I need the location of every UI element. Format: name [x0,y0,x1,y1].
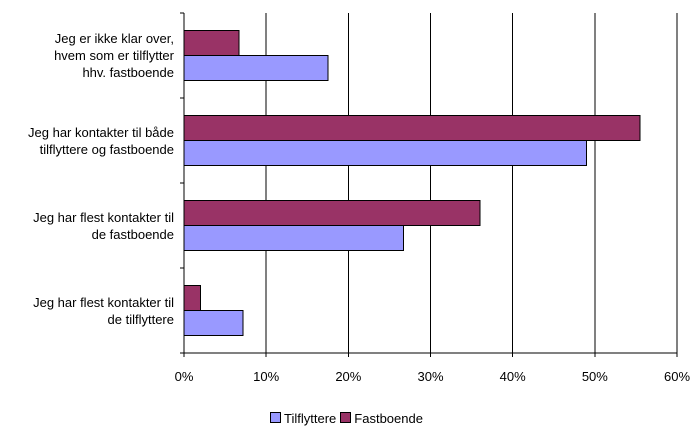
category-label: Jeg er ikke klar over, hvem som er tilfly… [54,30,174,81]
x-tick-label: 0% [175,369,194,384]
bar-tilflyttere [183,140,588,166]
bar-fastboende [183,30,240,56]
legend: Tilflyttere Fastboende [0,411,693,427]
bar-tilflyttere [183,225,404,251]
category-label-line: Jeg har kontakter til både [28,124,174,140]
bar-tilflyttere [183,55,329,81]
category-label-line: de tilflyttere [107,311,174,327]
category-label-line: Jeg har flest kontakter til [33,209,174,225]
bar-fastboende [183,115,641,141]
legend-label: Fastboende [354,411,423,426]
category-label-line: hvem som er tilflytter [54,48,174,63]
x-tick-label: 30% [417,369,443,384]
bar-tilflyttere [183,310,244,336]
legend-swatch [340,412,352,423]
category-label-line: hhv. fastboende [82,65,174,80]
category-label-line: Jeg har flest kontakter til [33,294,174,310]
legend-item: Fastboende [340,411,423,427]
x-tick-label: 50% [582,369,608,384]
category-label: Jeg har flest kontakter til de tilflytter… [33,294,174,328]
category-label: Jeg har flest kontakter til de fastboende [33,209,174,243]
category-label: Jeg har kontakter til både tilflyttere og… [28,124,174,158]
category-label-line: Jeg er ikke klar over, [54,31,174,46]
legend-label: Tilflyttere [284,411,337,426]
x-tick-label: 10% [253,369,279,384]
x-tick-label: 40% [500,369,526,384]
legend-item: Tilflyttere [270,411,336,427]
bar-fastboende [183,200,481,226]
x-tick-label: 60% [664,369,690,384]
x-tick-label: 20% [335,369,361,384]
legend-swatch [270,412,282,423]
category-label-line: de fastboende [91,226,174,242]
bar-fastboende [183,285,201,311]
category-label-line: tilflyttere og fastboende [39,141,174,157]
